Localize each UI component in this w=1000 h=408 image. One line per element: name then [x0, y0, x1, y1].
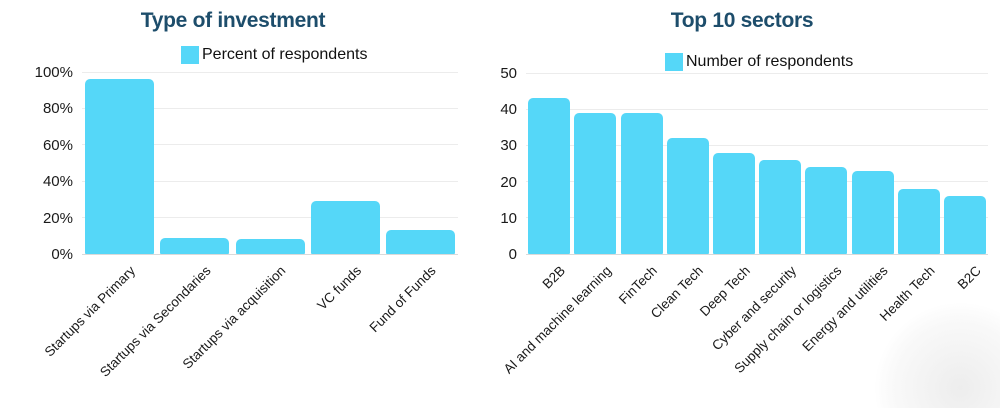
chart-title: Type of investment — [140, 9, 326, 32]
bar — [574, 112, 617, 254]
bar — [620, 112, 663, 254]
chart-title: Top 10 sectors — [670, 9, 814, 32]
x-category-label: Startups via Secondaries — [96, 263, 214, 380]
gridline — [526, 217, 988, 219]
bar — [805, 167, 848, 254]
x-category-label: Deep Tech — [696, 263, 753, 320]
gridline — [82, 144, 458, 146]
bar — [85, 79, 155, 254]
y-tick-label: 80% — [42, 100, 73, 118]
x-category-label: Fund of Funds — [366, 263, 440, 336]
bar — [160, 237, 230, 254]
legend: Percent of respondents — [181, 46, 367, 64]
x-axis-baseline — [82, 253, 458, 255]
gridline — [82, 217, 458, 219]
bar — [851, 170, 894, 254]
gridline — [82, 107, 458, 109]
y-tick-label: 50 — [500, 65, 517, 82]
bar — [897, 188, 940, 254]
gridline — [82, 180, 458, 182]
x-category-label: B2B — [539, 263, 568, 292]
bar — [666, 138, 709, 254]
x-category-label: B2C — [954, 263, 984, 293]
bar — [310, 201, 380, 254]
y-tick-label: 40% — [42, 173, 73, 191]
corner-decoration — [875, 303, 1000, 408]
bar — [528, 98, 571, 254]
bar — [235, 239, 305, 254]
legend-swatch-icon — [181, 46, 199, 64]
bar — [943, 196, 986, 254]
x-category-label: Startups via acquisition — [179, 263, 289, 372]
x-category-label: VC funds — [313, 263, 364, 313]
x-category-label: Cyber and security — [708, 263, 799, 354]
x-category-label: Energy and utilities — [799, 263, 892, 355]
y-tick-label: 100% — [34, 64, 73, 81]
x-category-label: Startups via Primary — [41, 263, 139, 360]
legend-label: Number of respondents — [686, 53, 854, 70]
x-category-label: AI and machine learning — [500, 263, 614, 377]
gridline — [82, 71, 458, 73]
legend: Number of respondents — [665, 53, 853, 71]
y-tick-label: 30 — [500, 137, 517, 155]
gridline — [526, 181, 988, 183]
y-tick-label: 0% — [51, 246, 73, 263]
x-category-label: Clean Tech — [648, 263, 707, 322]
y-tick-label: 0 — [508, 246, 517, 263]
bar — [759, 159, 802, 254]
y-tick-label: 20 — [500, 173, 517, 191]
legend-swatch-icon — [665, 53, 683, 71]
gridline — [526, 144, 988, 146]
bar — [385, 230, 455, 254]
x-axis-baseline — [526, 253, 988, 255]
y-tick-label: 60% — [42, 136, 73, 154]
x-category-label: FinTech — [616, 263, 661, 308]
bar — [712, 152, 755, 254]
y-tick-label: 10 — [500, 209, 517, 227]
gridline — [526, 108, 988, 110]
y-tick-label: 20% — [42, 209, 73, 227]
gridline — [526, 72, 988, 74]
y-tick-label: 40 — [500, 101, 517, 119]
legend-label: Percent of respondents — [202, 46, 368, 63]
x-category-label: Supply chain or logistics — [731, 263, 845, 377]
